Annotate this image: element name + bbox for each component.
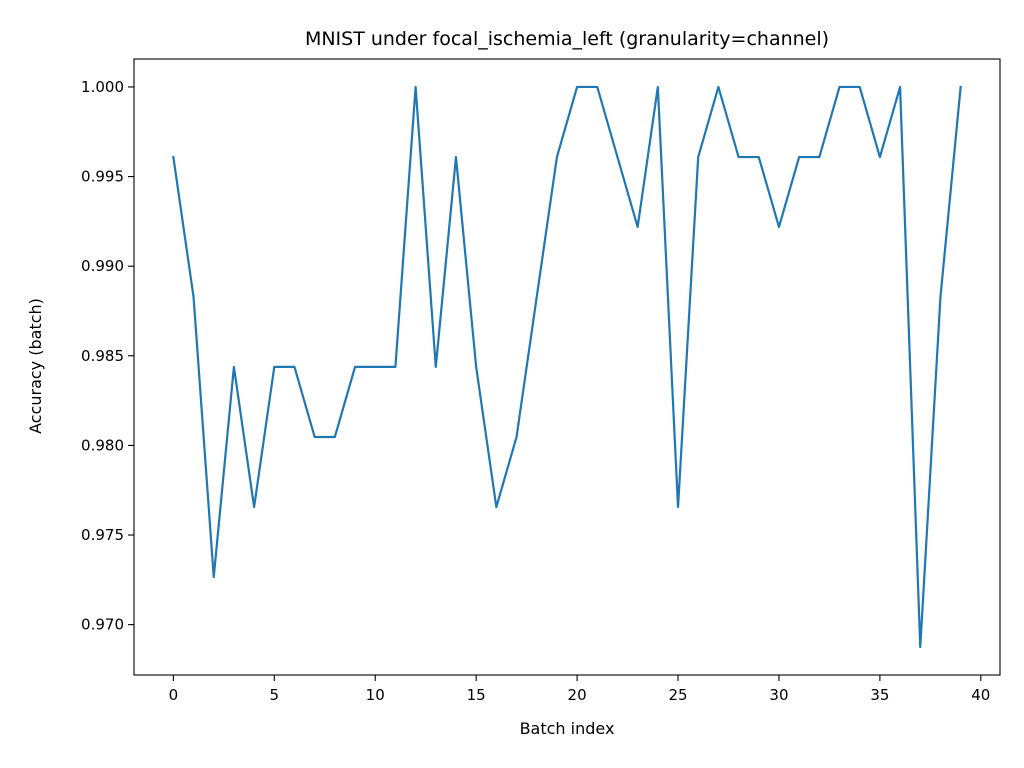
y-tick-label: 0.990	[81, 257, 124, 275]
x-axis-label: Batch index	[520, 719, 615, 738]
y-tick-label: 0.975	[81, 526, 124, 544]
y-tick-label: 0.995	[81, 168, 124, 186]
y-tick-label: 0.985	[81, 347, 124, 365]
series-line-accuracy	[173, 87, 960, 647]
x-tick-label: 10	[366, 686, 385, 704]
y-tick-label: 0.980	[81, 436, 124, 454]
plot-area-frame	[134, 59, 1000, 675]
y-tick-label: 1.000	[81, 78, 124, 96]
y-axis-ticks: 0.970 0.975 0.980 0.985 0.990 0.995 1.000	[81, 78, 134, 634]
x-tick-label: 20	[568, 686, 587, 704]
x-tick-label: 30	[769, 686, 788, 704]
x-tick-label: 15	[467, 686, 486, 704]
x-tick-label: 40	[971, 686, 990, 704]
x-tick-label: 35	[870, 686, 889, 704]
x-tick-label: 5	[270, 686, 280, 704]
chart-title: MNIST under focal_ischemia_left (granula…	[305, 28, 829, 50]
y-axis-label: Accuracy (batch)	[26, 298, 45, 434]
x-tick-label: 25	[668, 686, 687, 704]
x-axis-ticks: 0 5 10 15 20 25 30 35 40	[169, 675, 991, 704]
x-tick-label: 0	[169, 686, 179, 704]
y-tick-label: 0.970	[81, 616, 124, 634]
